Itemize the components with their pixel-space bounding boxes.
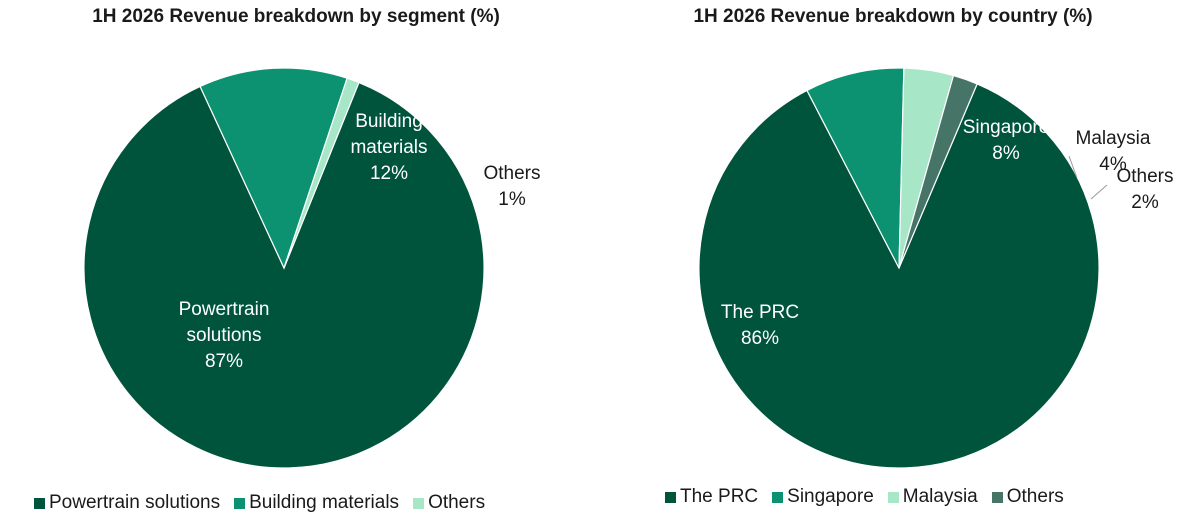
segment-legend-label-building-materials: Building materials	[249, 492, 400, 513]
country-legend-item-singapore: Singapore	[772, 486, 874, 508]
segment-data-label-powertrain-solutions: Powertrain solutions 87%	[179, 299, 270, 372]
segment-slice-others	[283, 77, 360, 269]
country-data-label-others: Others 2%	[1116, 166, 1173, 213]
segment-legend-swatch-building-materials	[234, 497, 246, 509]
segment-legend-item-building-materials: Building materials	[234, 492, 399, 514]
country-chart-title: 1H 2026 Revenue breakdown by country (%)	[693, 6, 1093, 27]
segment-data-label-building-materials: Building materials 12%	[350, 111, 427, 184]
country-legend-item-others: Others	[991, 486, 1064, 508]
segment-slice-powertrain-solutions	[83, 81, 485, 469]
country-leader-line-malaysia	[1068, 155, 1078, 179]
country-legend-label-the-prc: The PRC	[680, 486, 759, 507]
country-legend-label-malaysia: Malaysia	[902, 486, 978, 507]
country-slice-others	[898, 74, 978, 269]
country-legend-item-malaysia: Malaysia	[887, 486, 978, 508]
segment-legend-item-powertrain-solutions: Powertrain solutions	[34, 492, 220, 514]
country-data-label-singapore: Singapore 8%	[963, 117, 1050, 164]
country-legend-swatch-others	[991, 491, 1003, 503]
country-legend-swatch-singapore	[772, 491, 784, 503]
country-data-label-the-prc: The PRC 86%	[721, 302, 799, 349]
segment-legend-swatch-powertrain-solutions	[34, 497, 45, 509]
segment-chart-title: 1H 2026 Revenue breakdown by segment (%)	[92, 6, 500, 27]
country-data-label-malaysia: Malaysia 4%	[1076, 128, 1151, 175]
country-legend-label-others: Others	[1006, 486, 1064, 507]
country-legend: The PRC Singapore Malaysia Others	[665, 486, 1064, 508]
segment-legend-label-others: Others	[428, 492, 486, 513]
country-legend-label-singapore: Singapore	[787, 486, 874, 507]
country-legend-item-the-prc: The PRC	[665, 486, 758, 508]
segment-legend-label-powertrain-solutions: Powertrain solutions	[49, 492, 221, 513]
segment-legend-swatch-others	[413, 497, 425, 509]
segment-data-label-others: Others 1%	[483, 163, 540, 210]
country-leader-line-others	[1090, 184, 1108, 200]
country-legend-swatch-the-prc	[665, 491, 676, 503]
country-slice-the-prc	[698, 83, 1100, 469]
segment-slice-building-materials	[199, 67, 348, 270]
segment-legend: Powertrain solutions Building materials Ot…	[34, 492, 485, 514]
segment-legend-item-others: Others	[413, 492, 485, 514]
country-slice-singapore	[806, 67, 905, 269]
country-legend-swatch-malaysia	[887, 491, 899, 503]
